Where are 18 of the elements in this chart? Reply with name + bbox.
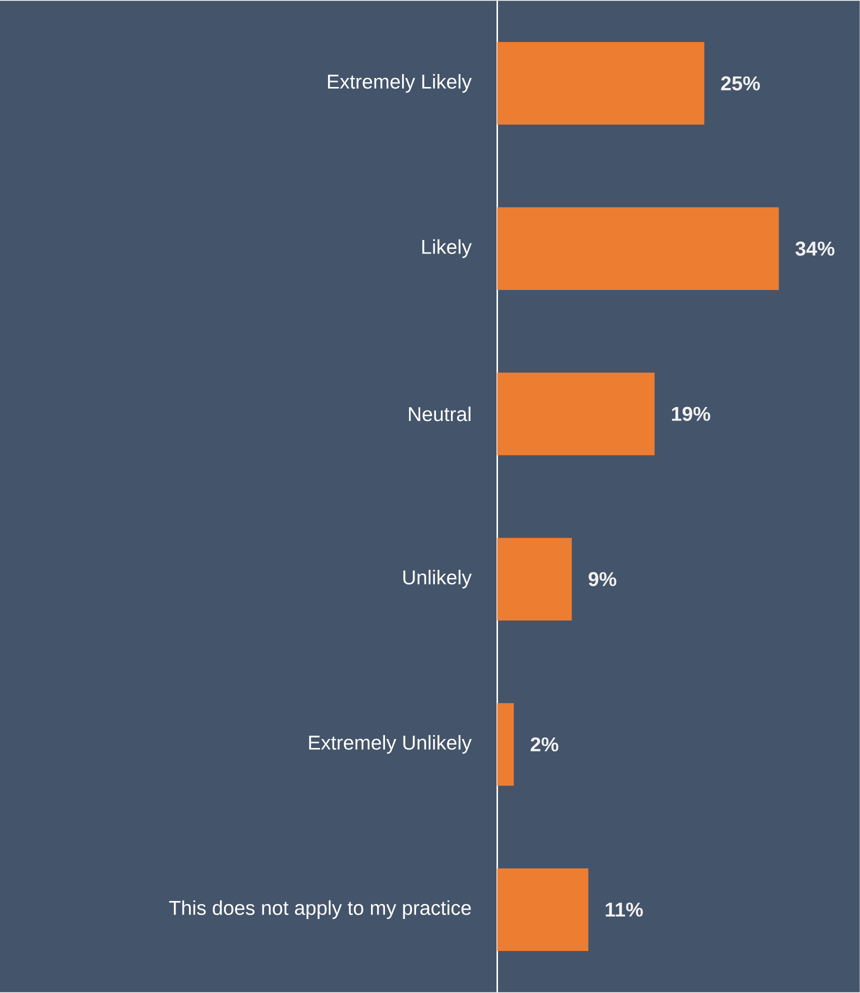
y-tick-label: Extremely Unlikely (309, 735, 472, 754)
bar (497, 42, 704, 125)
bar (497, 538, 572, 620)
bar (497, 868, 588, 951)
data-label: 34% (796, 242, 835, 256)
bar (497, 703, 514, 786)
data-label: 19% (672, 406, 710, 421)
data-label: 11% (606, 902, 643, 917)
y-tick-label: Extremely Likely (328, 74, 472, 93)
y-tick-label: Unlikely (404, 570, 472, 588)
data-label: 2% (530, 737, 558, 752)
y-tick-label: Likely (422, 239, 472, 258)
y-tick-label: This does not apply to my practice (169, 900, 471, 919)
y-tick-label: Neutral (409, 406, 471, 422)
data-label: 25% (721, 76, 760, 90)
bar (497, 372, 655, 456)
data-label: 9% (588, 572, 616, 586)
bar (497, 207, 779, 290)
